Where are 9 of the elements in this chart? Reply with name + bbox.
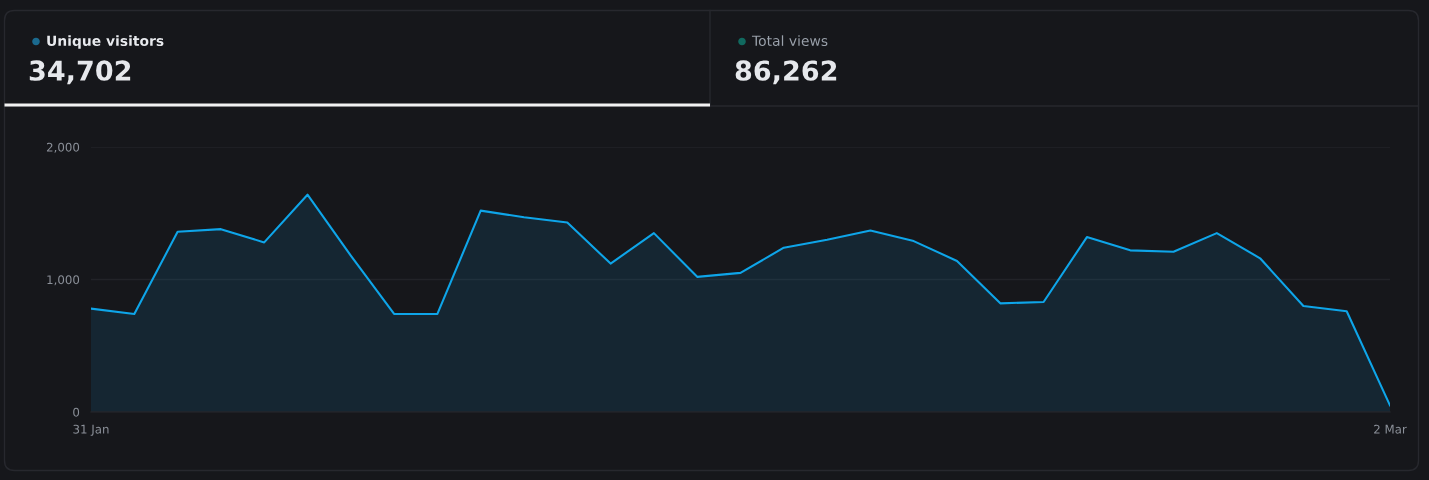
y-tick-label: 1,000 <box>47 275 80 286</box>
x-tick-label: 31 Jan <box>73 424 109 436</box>
y-tick-label: 2,000 <box>46 142 80 153</box>
x-tick-label: 2 Mar <box>1374 424 1407 434</box>
y-tick-label: 0 <box>73 407 80 417</box>
text: Unique visitors <box>47 35 164 49</box>
text: 34,702 <box>29 60 131 85</box>
text: 86,262 <box>735 60 837 85</box>
text: Total views <box>751 35 828 47</box>
